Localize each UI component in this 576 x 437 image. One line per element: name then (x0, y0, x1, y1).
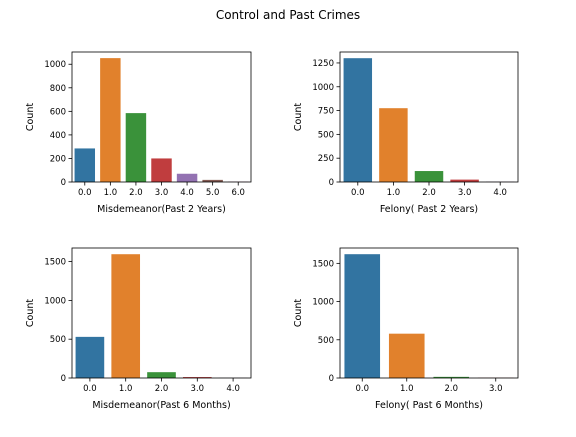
x-tick-label: 3.0 (458, 188, 472, 198)
y-axis-label: Count (25, 299, 36, 327)
bar-1.0 (379, 108, 407, 182)
bar-2.0 (415, 171, 443, 182)
x-tick-label: 4.0 (180, 188, 194, 198)
bar-0.0 (344, 58, 372, 182)
y-axis-label: Count (293, 103, 304, 131)
y-tick-label: 500 (318, 130, 334, 140)
bar-4.0 (177, 174, 197, 182)
y-tick-label: 0 (329, 178, 334, 188)
y-tick-label: 400 (50, 131, 66, 141)
bar-1.0 (389, 334, 425, 378)
x-tick-label: 0.0 (355, 384, 369, 394)
y-tick-label: 0 (61, 178, 66, 188)
y-tick-label: 750 (318, 107, 334, 117)
x-tick-label: 2.0 (155, 384, 169, 394)
x-tick-label: 1.0 (387, 188, 401, 198)
y-tick-label: 600 (50, 107, 66, 117)
x-tick-label: 3.0 (155, 188, 169, 198)
y-tick-label: 0 (61, 374, 66, 384)
bar-2.0 (147, 372, 176, 378)
x-tick-label: 2.0 (422, 188, 436, 198)
y-tick-label: 800 (50, 84, 66, 94)
x-tick-label: 3.0 (489, 384, 503, 394)
x-axis-label: Misdemeanor(Past 6 Months) (92, 400, 230, 411)
y-tick-label: 1000 (44, 60, 66, 70)
x-axis-label: Misdemeanor(Past 2 Years) (97, 204, 226, 215)
bar-1.0 (100, 58, 120, 182)
x-tick-label: 2.0 (129, 188, 143, 198)
x-axis-label: Felony( Past 6 Months) (375, 400, 483, 411)
y-tick-label: 200 (50, 154, 66, 164)
figure-title: Control and Past Crimes (216, 8, 360, 22)
y-tick-label: 1000 (44, 296, 66, 306)
bar-0.0 (344, 254, 380, 378)
x-tick-label: 0.0 (78, 188, 92, 198)
x-tick-label: 2.0 (444, 384, 458, 394)
x-tick-label: 0.0 (83, 384, 97, 394)
x-tick-label: 5.0 (206, 188, 220, 198)
y-tick-label: 0 (329, 374, 334, 384)
x-axis-label: Felony( Past 2 Years) (380, 204, 478, 215)
x-tick-label: 1.0 (104, 188, 118, 198)
y-tick-label: 500 (318, 336, 334, 346)
bar-1.0 (111, 254, 140, 378)
bar-2.0 (126, 113, 146, 182)
bar-3.0 (151, 158, 171, 182)
y-axis-label: Count (25, 103, 36, 131)
x-tick-label: 6.0 (231, 188, 245, 198)
x-tick-label: 4.0 (493, 188, 507, 198)
x-tick-label: 0.0 (351, 188, 365, 198)
x-tick-label: 4.0 (226, 384, 240, 394)
y-axis-label: Count (293, 299, 304, 327)
y-tick-label: 1500 (44, 258, 66, 268)
bar-0.0 (75, 148, 95, 182)
x-tick-label: 1.0 (400, 384, 414, 394)
y-tick-label: 1250 (312, 59, 334, 69)
y-tick-label: 1000 (312, 83, 334, 93)
y-tick-label: 1000 (312, 298, 334, 308)
y-tick-label: 500 (50, 335, 66, 345)
bar-0.0 (76, 337, 105, 378)
y-tick-label: 250 (318, 154, 334, 164)
y-tick-label: 1500 (312, 259, 334, 269)
x-tick-label: 3.0 (191, 384, 205, 394)
x-tick-label: 1.0 (119, 384, 133, 394)
